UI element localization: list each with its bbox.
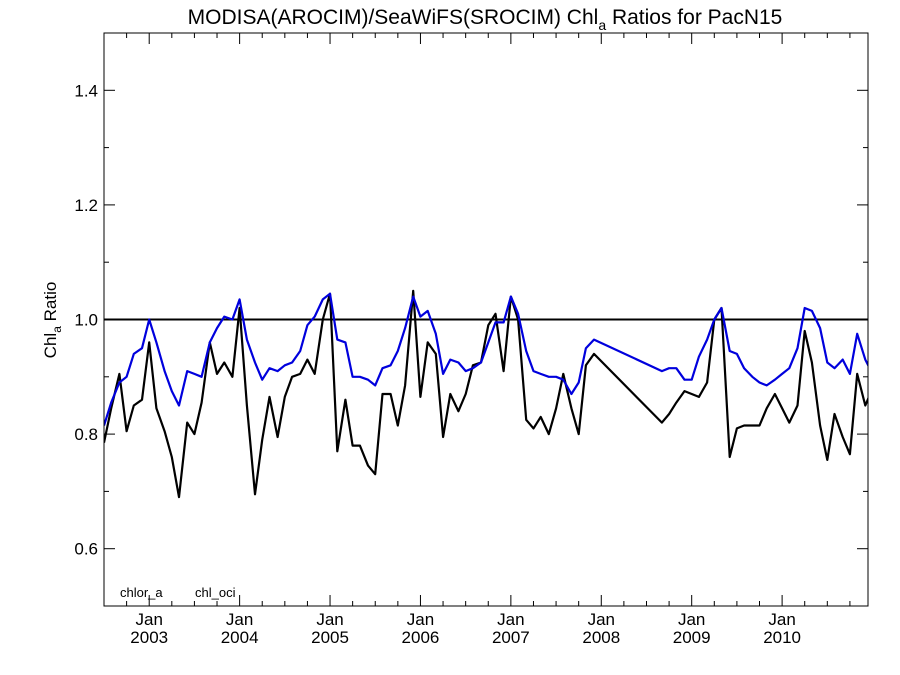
series-layer xyxy=(104,289,868,499)
series-line-chlor-a xyxy=(104,289,868,499)
series-line-chl-oci xyxy=(104,292,868,426)
x-tick-label-year: 2008 xyxy=(582,628,620,647)
x-tick-label-month: Jan xyxy=(678,610,705,629)
y-tick-label: 0.8 xyxy=(74,425,98,444)
y-axis-label: Chla Ratio xyxy=(41,282,64,359)
x-tick-label-year: 2007 xyxy=(492,628,530,647)
x-tick-label-year: 2003 xyxy=(130,628,168,647)
x-tick-label-year: 2004 xyxy=(221,628,259,647)
y-tick-label: 1.2 xyxy=(74,196,98,215)
x-tick-label-month: Jan xyxy=(316,610,343,629)
legend-entry-chlor-a: chlor_a xyxy=(120,585,163,600)
x-tick-label-year: 2009 xyxy=(673,628,711,647)
y-tick-label: 1.4 xyxy=(74,81,98,100)
x-tick-label-month: Jan xyxy=(588,610,615,629)
legend-entry-chl-oci: chl_oci xyxy=(195,585,236,600)
legend: chlor_a chl_oci xyxy=(120,585,236,600)
tick-labels-layer: 0.60.81.01.21.4Jan2003Jan2004Jan2005Jan2… xyxy=(74,81,801,647)
x-tick-label-year: 2006 xyxy=(402,628,440,647)
x-tick-label-month: Jan xyxy=(226,610,253,629)
x-tick-label-month: Jan xyxy=(497,610,524,629)
y-tick-label: 1.0 xyxy=(74,311,98,330)
axes-layer xyxy=(103,32,869,607)
chart-title: MODISA(AROCIM)/SeaWiFS(SROCIM) Chla Rati… xyxy=(188,6,783,33)
x-tick-label-month: Jan xyxy=(135,610,162,629)
x-tick-label-month: Jan xyxy=(407,610,434,629)
x-tick-label-month: Jan xyxy=(768,610,795,629)
x-tick-label-year: 2005 xyxy=(311,628,349,647)
y-tick-label: 0.6 xyxy=(74,540,98,559)
x-tick-label-year: 2010 xyxy=(763,628,801,647)
